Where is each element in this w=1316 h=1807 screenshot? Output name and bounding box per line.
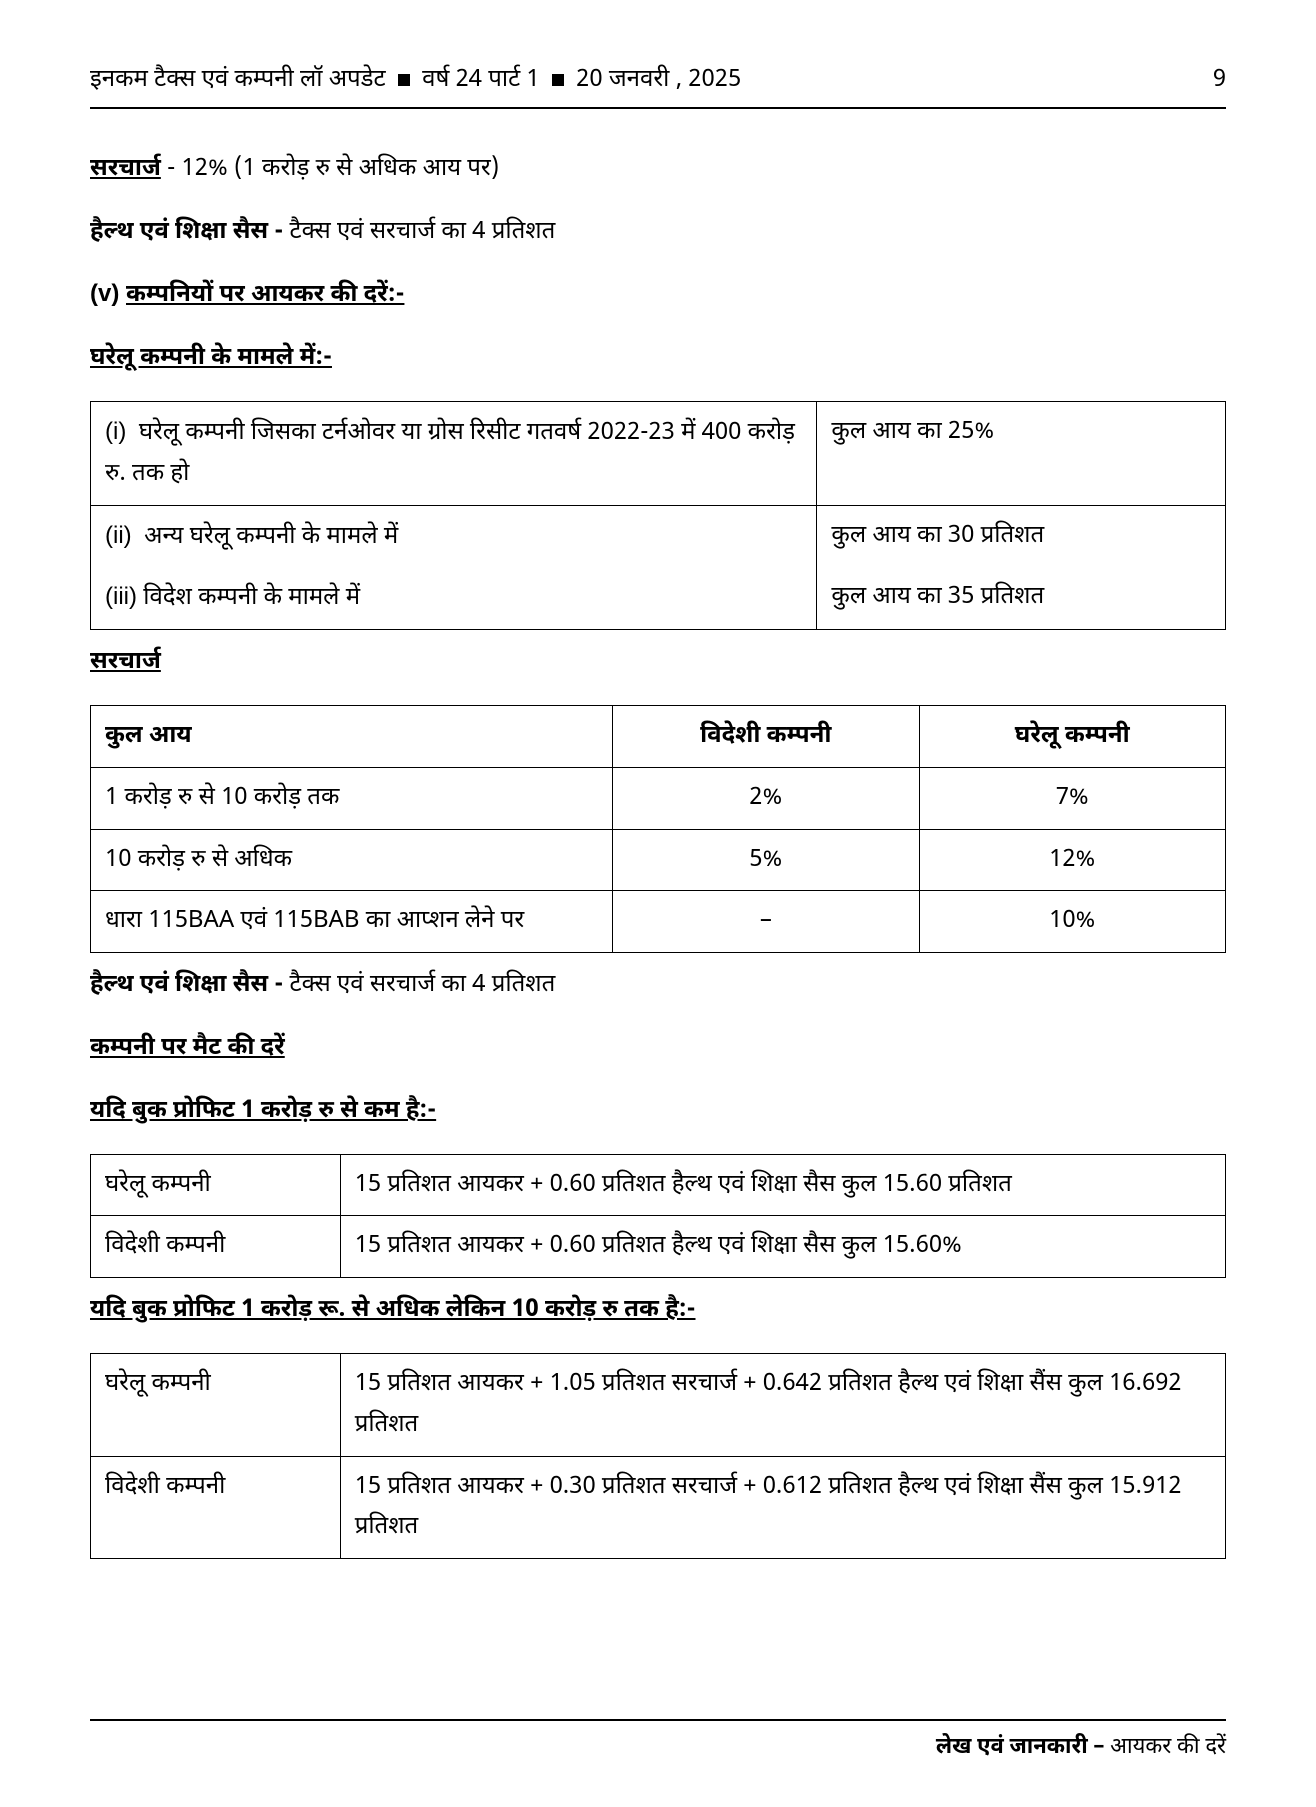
table-row: 1 करोड़ रु से 10 करोड़ तक 2% 7% [91,767,1226,829]
table-header-row: कुल आय विदेशी कम्पनी घरेलू कम्पनी [91,705,1226,767]
row-desc: घरेलू कम्पनी जिसका टर्नओवर या ग्रोस रिसी… [105,417,795,490]
table-row: (i) घरेलू कम्पनी जिसका टर्नओवर या ग्रोस … [91,401,1226,505]
table-row: (iii) विदेश कम्पनी के मामले में कुल आय क… [91,567,1226,629]
company-rates-table: (i) घरेलू कम्पनी जिसका टर्नओवर या ग्रोस … [90,401,1226,630]
cell: 5% [613,829,919,891]
section-v-title: कम्पनियों पर आयकर की दरें:- [126,279,404,311]
surcharge-label: सरचार्ज [90,153,161,185]
mat-sub1-text: यदि बुक प्रोफिट 1 करोड़ रु से कम है:- [90,1095,436,1127]
cess-line-2: हैल्थ एवं शिक्षा सैस - टैक्स एवं सरचार्ज… [90,965,1226,1006]
mat-subheading-1: यदि बुक प्रोफिट 1 करोड़ रु से कम है:- [90,1091,1226,1132]
cell: 15 प्रतिशत आयकर + 1.05 प्रतिशत सरचार्ज +… [340,1353,1225,1456]
cell: 10% [919,891,1225,953]
header-col1: कुल आय [91,705,613,767]
mat-subheading-2: यदि बुक प्रोफिट 1 करोड़ रू. से अधिक लेकि… [90,1290,1226,1331]
footer-bold: लेख एवं जानकारी – [936,1733,1110,1762]
mat-heading-text: कम्पनी पर मैट की दरें [90,1032,285,1064]
table-row: (ii) अन्य घरेलू कम्पनी के मामले में कुल … [91,505,1226,567]
mat-table-2: घरेलू कम्पनी 15 प्रतिशत आयकर + 1.05 प्रत… [90,1353,1226,1559]
header-date: 20 जनवरी , 2025 [576,64,741,96]
cell: 15 प्रतिशत आयकर + 0.60 प्रतिशत हैल्थ एवं… [340,1216,1225,1278]
cell-rate: कुल आय का 30 प्रतिशत [817,505,1226,567]
mat-table-1: घरेलू कम्पनी 15 प्रतिशत आयकर + 0.60 प्रत… [90,1154,1226,1279]
cell: विदेशी कम्पनी [91,1456,341,1559]
cell: 7% [919,767,1225,829]
cell: 15 प्रतिशत आयकर + 0.60 प्रतिशत हैल्थ एवं… [340,1154,1225,1216]
row-desc: अन्य घरेलू कम्पनी के मामले में [144,521,398,553]
cell-desc: (ii) अन्य घरेलू कम्पनी के मामले में [91,505,817,567]
table-row: विदेशी कम्पनी 15 प्रतिशत आयकर + 0.60 प्र… [91,1216,1226,1278]
square-separator-icon [552,74,564,86]
header-title-text: इनकम टैक्स एवं कम्पनी लॉ अपडेट [90,64,386,96]
cell: घरेलू कम्पनी [91,1154,341,1216]
footer-rest: आयकर की दरें [1110,1733,1226,1762]
mat-heading: कम्पनी पर मैट की दरें [90,1028,1226,1069]
surcharge-heading-text: सरचार्ज [90,646,161,678]
header-year: वर्ष 24 पार्ट 1 [422,64,540,96]
cess-label: हैल्थ एवं शिक्षा सैस - [90,216,289,248]
cell: 2% [613,767,919,829]
cell: 1 करोड़ रु से 10 करोड़ तक [91,767,613,829]
cell: – [613,891,919,953]
header-col3: घरेलू कम्पनी [919,705,1225,767]
domestic-heading: घरेलू कम्पनी के मामले में:- [90,338,1226,379]
surcharge-line: सरचार्ज - 12% (1 करोड़ रु से अधिक आय पर) [90,149,1226,190]
square-separator-icon [398,74,410,86]
header-title: इनकम टैक्स एवं कम्पनी लॉ अपडेट वर्ष 24 प… [90,60,741,101]
row-idx: (iii) [105,583,137,610]
row-idx: (ii) [105,522,132,549]
surcharge-heading: सरचार्ज [90,642,1226,683]
mat-sub2-text: यदि बुक प्रोफिट 1 करोड़ रू. से अधिक लेकि… [90,1294,696,1326]
cell: 10 करोड़ रु से अधिक [91,829,613,891]
cell-rate: कुल आय का 25% [817,401,1226,505]
surcharge-table: कुल आय विदेशी कम्पनी घरेलू कम्पनी 1 करोड… [90,705,1226,953]
cell: 12% [919,829,1225,891]
page-number: 9 [1213,60,1226,101]
row-idx: (i) [105,418,126,445]
cell: धारा 115BAA एवं 115BAB का आप्शन लेने पर [91,891,613,953]
page-header: इनकम टैक्स एवं कम्पनी लॉ अपडेट वर्ष 24 प… [90,60,1226,109]
table-row: विदेशी कम्पनी 15 प्रतिशत आयकर + 0.30 प्र… [91,1456,1226,1559]
cell-rate: कुल आय का 35 प्रतिशत [817,567,1226,629]
cess-line-1: हैल्थ एवं शिक्षा सैस - टैक्स एवं सरचार्ज… [90,212,1226,253]
cess-label: हैल्थ एवं शिक्षा सैस - [90,969,289,1001]
row-desc: विदेश कम्पनी के मामले में [143,582,360,614]
table-row: घरेलू कम्पनी 15 प्रतिशत आयकर + 0.60 प्रत… [91,1154,1226,1216]
table-row: धारा 115BAA एवं 115BAB का आप्शन लेने पर … [91,891,1226,953]
cell: 15 प्रतिशत आयकर + 0.30 प्रतिशत सरचार्ज +… [340,1456,1225,1559]
cell-desc: (iii) विदेश कम्पनी के मामले में [91,567,817,629]
cess-text: टैक्स एवं सरचार्ज का 4 प्रतिशत [289,216,555,248]
section-v-heading: (v) कम्पनियों पर आयकर की दरें:- [90,274,1226,316]
page-footer: लेख एवं जानकारी – आयकर की दरें [90,1719,1226,1766]
cell: घरेलू कम्पनी [91,1353,341,1456]
cell: विदेशी कम्पनी [91,1216,341,1278]
table-row: घरेलू कम्पनी 15 प्रतिशत आयकर + 1.05 प्रत… [91,1353,1226,1456]
domestic-heading-text: घरेलू कम्पनी के मामले में:- [90,342,332,374]
surcharge-text: - 12% (1 करोड़ रु से अधिक आय पर) [161,153,499,185]
header-col2: विदेशी कम्पनी [613,705,919,767]
section-v-num: (v) [90,280,126,307]
cell-desc: (i) घरेलू कम्पनी जिसका टर्नओवर या ग्रोस … [91,401,817,505]
table-row: 10 करोड़ रु से अधिक 5% 12% [91,829,1226,891]
cess-text: टैक्स एवं सरचार्ज का 4 प्रतिशत [289,969,555,1001]
